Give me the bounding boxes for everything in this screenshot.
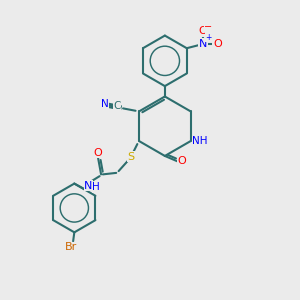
Text: O: O	[213, 39, 222, 49]
Text: O: O	[199, 26, 208, 36]
Text: NH: NH	[192, 136, 208, 146]
Text: O: O	[94, 148, 103, 158]
Text: C: C	[113, 101, 121, 111]
Text: O: O	[177, 156, 186, 166]
Text: +: +	[205, 33, 211, 42]
Text: S: S	[127, 152, 134, 161]
Text: Br: Br	[65, 242, 77, 252]
Text: −: −	[204, 22, 212, 32]
Text: N: N	[84, 181, 92, 191]
Text: N: N	[101, 99, 109, 109]
Text: N: N	[199, 39, 207, 49]
Text: H: H	[92, 182, 100, 192]
